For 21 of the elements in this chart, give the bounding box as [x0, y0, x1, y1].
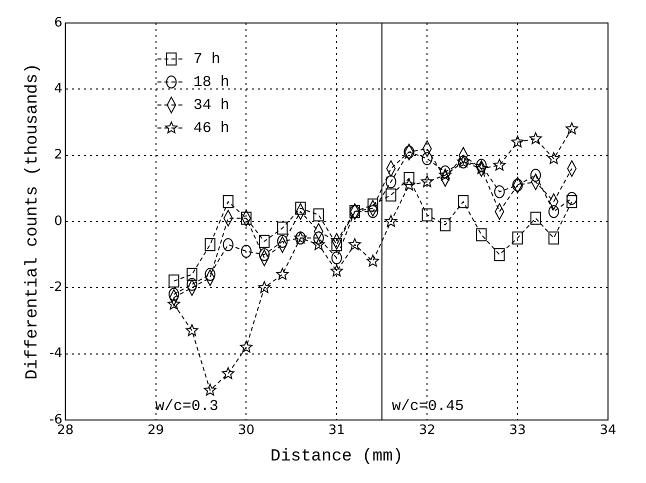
x-tick-label: 31 — [328, 423, 345, 438]
y-tick-label: -4 — [49, 346, 62, 362]
x-axis-title: Distance (mm) — [270, 447, 403, 466]
y-tick-label: 2 — [54, 148, 62, 163]
x-tick-label: 30 — [238, 423, 255, 438]
y-tick-label: -2 — [49, 280, 62, 296]
x-tick-label: 32 — [418, 423, 436, 438]
x-tick-label: 34 — [600, 423, 616, 438]
legend-label: 34 h — [193, 96, 230, 114]
annotation: w/c=0.45 — [392, 398, 464, 415]
y-tick-label: 4 — [54, 82, 62, 97]
annotation: w/c=0.3 — [155, 398, 218, 415]
legend-label: 7 h — [193, 50, 220, 68]
x-tick-label: 28 — [57, 423, 74, 438]
x-tick-label: 29 — [148, 423, 164, 438]
y-tick-label: 0 — [54, 214, 62, 229]
legend-label: 46 h — [193, 120, 230, 137]
x-tick-label: 33 — [509, 423, 526, 438]
legend-label: 18 h — [193, 74, 230, 91]
y-axis-title: Differential counts (thousands) — [24, 63, 43, 380]
y-tick-label: 6 — [54, 15, 62, 30]
